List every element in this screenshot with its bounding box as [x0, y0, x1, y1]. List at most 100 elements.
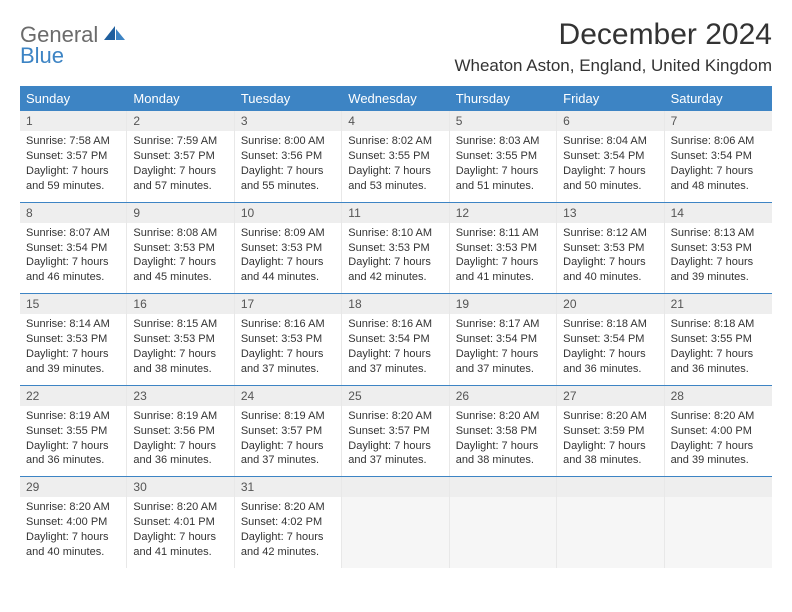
sunrise-text: Sunrise: 7:58 AM [26, 134, 120, 149]
sunset-text: Sunset: 3:54 PM [348, 332, 442, 347]
day-number: 20 [557, 294, 663, 314]
day-number: 17 [235, 294, 341, 314]
header: General Blue December 2024 Wheaton Aston… [20, 18, 772, 76]
day-number: 29 [20, 477, 126, 497]
calendar-cell: 1 Sunrise: 7:58 AMSunset: 3:57 PMDaylight… [20, 111, 127, 202]
calendar-cell: 9Sunrise: 8:08 AMSunset: 3:53 PMDaylight… [127, 203, 234, 294]
daylight-text: and 37 minutes. [241, 453, 335, 468]
daylight-text: Daylight: 7 hours [456, 439, 550, 454]
daylight-text: Daylight: 7 hours [133, 347, 227, 362]
day-number: 30 [127, 477, 233, 497]
sunset-text: Sunset: 3:57 PM [348, 424, 442, 439]
calendar-week: 1Sunrise: 7:58 AMSunset: 3:57 PMDaylight… [20, 111, 772, 202]
sunset-text: Sunset: 3:57 PM [26, 149, 120, 164]
weekday-label: Saturday [665, 86, 772, 111]
day-number: 25 [342, 386, 448, 406]
weekday-label: Sunday [20, 86, 127, 111]
daylight-text: and 46 minutes. [26, 270, 120, 285]
sunset-text: Sunset: 3:53 PM [26, 332, 120, 347]
calendar-cell: 23Sunrise: 8:19 AMSunset: 3:56 PMDayligh… [127, 386, 234, 477]
sunset-text: Sunset: 3:55 PM [456, 149, 550, 164]
calendar-cell: 31Sunrise: 8:20 AMSunset: 4:02 PMDayligh… [235, 477, 342, 568]
sunset-text: Sunset: 3:54 PM [563, 332, 657, 347]
daylight-text: Daylight: 7 hours [26, 530, 120, 545]
day-number: 19 [450, 294, 556, 314]
day-number: 23 [127, 386, 233, 406]
sunset-text: Sunset: 4:00 PM [26, 515, 120, 530]
daylight-text: Daylight: 7 hours [456, 255, 550, 270]
calendar-week: 29Sunrise: 8:20 AMSunset: 4:00 PMDayligh… [20, 476, 772, 568]
daylight-text: Daylight: 7 hours [26, 439, 120, 454]
calendar-cell: 7Sunrise: 8:06 AMSunset: 3:54 PMDaylight… [665, 111, 772, 202]
calendar-week: 15Sunrise: 8:14 AMSunset: 3:53 PMDayligh… [20, 293, 772, 385]
daylight-text: and 37 minutes. [348, 362, 442, 377]
sunrise-text: Sunrise: 8:09 AM [241, 226, 335, 241]
calendar-cell: 18Sunrise: 8:16 AMSunset: 3:54 PMDayligh… [342, 294, 449, 385]
location: Wheaton Aston, England, United Kingdom [454, 56, 772, 76]
sunset-text: Sunset: 3:56 PM [133, 424, 227, 439]
day-number: 24 [235, 386, 341, 406]
daylight-text: Daylight: 7 hours [456, 164, 550, 179]
sunset-text: Sunset: 3:53 PM [241, 332, 335, 347]
sunset-text: Sunset: 3:53 PM [671, 241, 766, 256]
daylight-text: and 53 minutes. [348, 179, 442, 194]
sunrise-text: Sunrise: 8:03 AM [456, 134, 550, 149]
daylight-text: Daylight: 7 hours [563, 164, 657, 179]
sunrise-text: Sunrise: 8:16 AM [348, 317, 442, 332]
sunset-text: Sunset: 4:00 PM [671, 424, 766, 439]
sunset-text: Sunset: 4:02 PM [241, 515, 335, 530]
day-number: 1 [20, 111, 126, 131]
sunrise-text: Sunrise: 8:20 AM [456, 409, 550, 424]
sunrise-text: Sunrise: 8:18 AM [563, 317, 657, 332]
sunrise-text: Sunrise: 8:17 AM [456, 317, 550, 332]
daylight-text: and 38 minutes. [133, 362, 227, 377]
sunrise-text: Sunrise: 8:04 AM [563, 134, 657, 149]
calendar-cell-empty [450, 477, 557, 568]
daylight-text: Daylight: 7 hours [26, 164, 120, 179]
sunrise-text: Sunrise: 8:19 AM [26, 409, 120, 424]
daylight-text: Daylight: 7 hours [133, 255, 227, 270]
sunrise-text: Sunrise: 8:00 AM [241, 134, 335, 149]
calendar-cell: 3Sunrise: 8:00 AMSunset: 3:56 PMDaylight… [235, 111, 342, 202]
daylight-text: and 37 minutes. [348, 453, 442, 468]
day-number: 11 [342, 203, 448, 223]
day-number: 28 [665, 386, 772, 406]
sunset-text: Sunset: 3:54 PM [456, 332, 550, 347]
daylight-text: Daylight: 7 hours [671, 164, 766, 179]
sunset-text: Sunset: 3:55 PM [671, 332, 766, 347]
day-number: 15 [20, 294, 126, 314]
calendar-cell: 5Sunrise: 8:03 AMSunset: 3:55 PMDaylight… [450, 111, 557, 202]
sunset-text: Sunset: 3:58 PM [456, 424, 550, 439]
day-number: 4 [342, 111, 448, 131]
weekday-label: Friday [557, 86, 664, 111]
sunrise-text: Sunrise: 8:13 AM [671, 226, 766, 241]
sunrise-text: Sunrise: 8:20 AM [133, 500, 227, 515]
daylight-text: and 51 minutes. [456, 179, 550, 194]
calendar-cell: 11Sunrise: 8:10 AMSunset: 3:53 PMDayligh… [342, 203, 449, 294]
day-number: 9 [127, 203, 233, 223]
day-number [557, 477, 663, 497]
calendar-grid: 1Sunrise: 7:58 AMSunset: 3:57 PMDaylight… [20, 111, 772, 568]
sunrise-text: Sunrise: 8:19 AM [241, 409, 335, 424]
daylight-text: and 37 minutes. [456, 362, 550, 377]
sunset-text: Sunset: 3:53 PM [456, 241, 550, 256]
daylight-text: Daylight: 7 hours [671, 255, 766, 270]
calendar-cell-empty [557, 477, 664, 568]
sunset-text: Sunset: 3:55 PM [348, 149, 442, 164]
sunrise-text: Sunrise: 7:59 AM [133, 134, 227, 149]
daylight-text: Daylight: 7 hours [563, 347, 657, 362]
day-number [342, 477, 448, 497]
calendar-week: 22Sunrise: 8:19 AMSunset: 3:55 PMDayligh… [20, 385, 772, 477]
daylight-text: Daylight: 7 hours [241, 164, 335, 179]
daylight-text: and 40 minutes. [26, 545, 120, 560]
daylight-text: and 42 minutes. [348, 270, 442, 285]
calendar-cell: 8Sunrise: 8:07 AMSunset: 3:54 PMDaylight… [20, 203, 127, 294]
sunset-text: Sunset: 3:53 PM [563, 241, 657, 256]
sunset-text: Sunset: 3:56 PM [241, 149, 335, 164]
sunset-text: Sunset: 3:54 PM [563, 149, 657, 164]
sunrise-text: Sunrise: 8:20 AM [26, 500, 120, 515]
daylight-text: Daylight: 7 hours [671, 347, 766, 362]
daylight-text: Daylight: 7 hours [241, 347, 335, 362]
calendar-cell: 12Sunrise: 8:11 AMSunset: 3:53 PMDayligh… [450, 203, 557, 294]
sunset-text: Sunset: 4:01 PM [133, 515, 227, 530]
